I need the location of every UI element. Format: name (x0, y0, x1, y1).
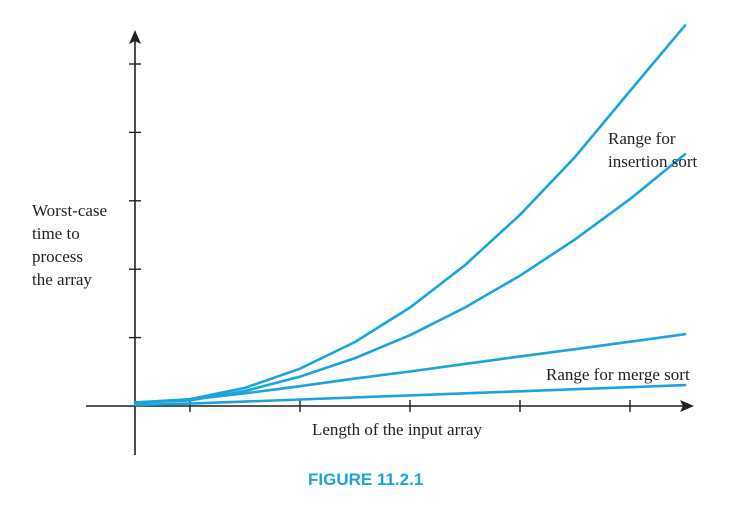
annotation-line: Range for merge sort (546, 365, 690, 384)
y-axis-label: Worst-case time to process the array (32, 201, 111, 289)
x-axis-arrowhead (680, 400, 694, 412)
series-curve-1 (133, 24, 687, 404)
y-axis-label-line: process (32, 247, 83, 266)
x-axis-label: Length of the input array (312, 420, 482, 439)
y-axis-label-line: time to (32, 224, 80, 243)
axes (86, 30, 694, 455)
series-curve-3 (133, 332, 687, 404)
annotation-line: Range for (608, 129, 676, 148)
figure-caption: FIGURE 11.2.1 (308, 470, 423, 489)
series-curve-4 (133, 383, 687, 407)
axis-ticks (129, 63, 631, 412)
curves (133, 24, 687, 407)
insertion-sort-annotation: Range for insertion sort (608, 129, 698, 171)
y-axis-label-line: Worst-case (32, 201, 107, 220)
annotation-line: insertion sort (608, 152, 698, 171)
y-axis-arrowhead (129, 30, 141, 44)
merge-sort-annotation: Range for merge sort (546, 365, 690, 384)
y-axis-label-line: the array (32, 270, 92, 289)
